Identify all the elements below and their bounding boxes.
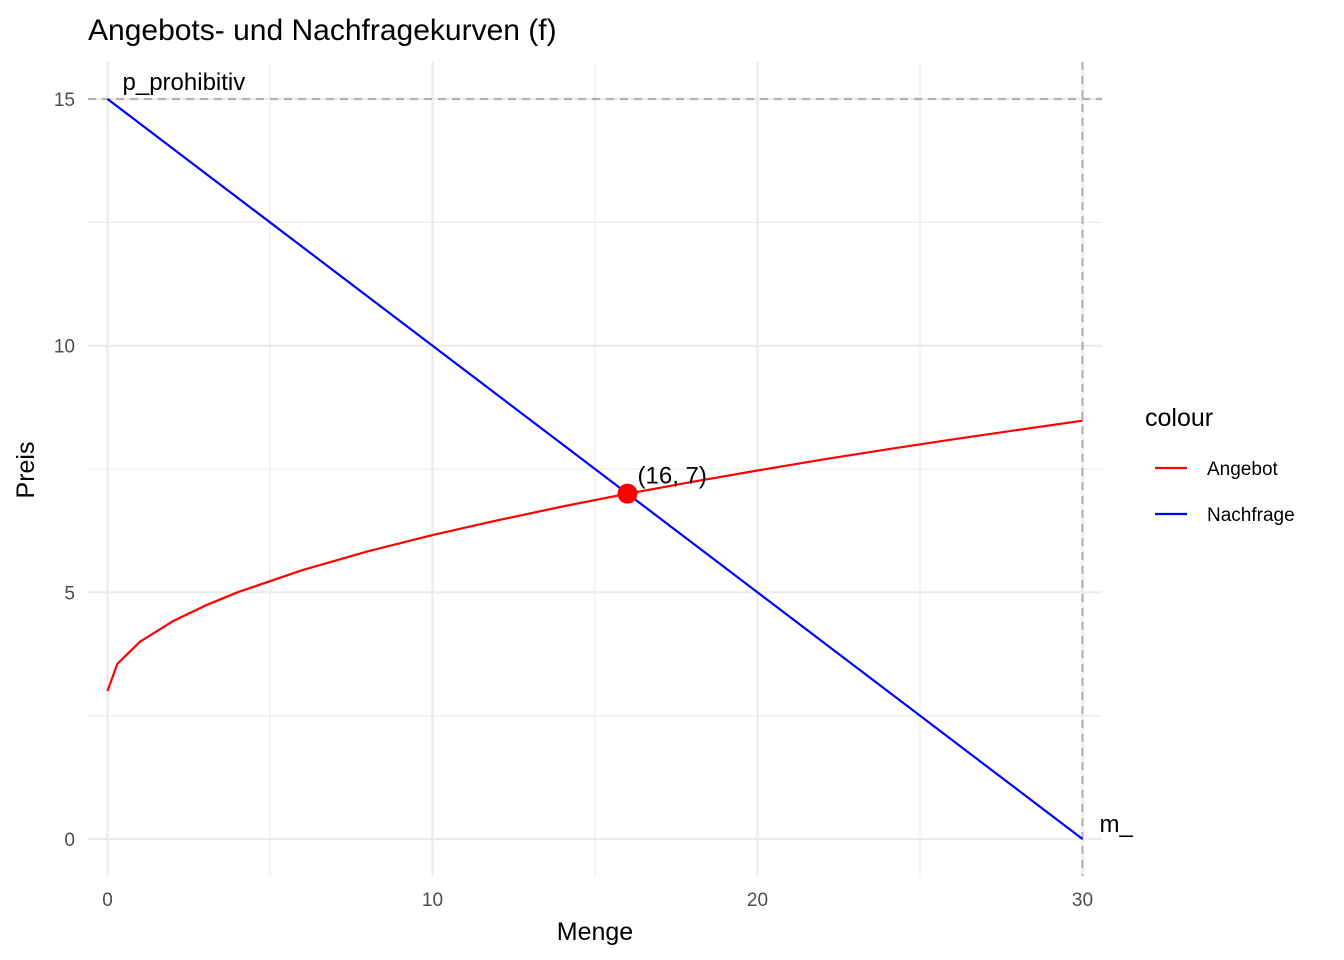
equilibrium-layer: (16, 7) bbox=[617, 463, 707, 504]
y-tick-label: 0 bbox=[64, 830, 75, 851]
x-axis-title: Menge bbox=[557, 918, 633, 946]
legend-label-angebot: Angebot bbox=[1207, 459, 1279, 480]
reference-label-horizontal: p_prohibitiv bbox=[123, 69, 246, 96]
legend: colour Angebot Nachfrage bbox=[1145, 404, 1295, 526]
chart-title: Angebots- und Nachfragekurven (f) bbox=[88, 14, 557, 47]
y-tick-label: 10 bbox=[54, 337, 75, 358]
x-tick-label: 30 bbox=[1072, 890, 1093, 911]
tick-labels: 0 10 20 30 0 5 10 15 bbox=[54, 90, 1093, 911]
x-tick-label: 10 bbox=[422, 890, 443, 911]
legend-title: colour bbox=[1145, 404, 1213, 432]
reference-lines: p_prohibitiv m_ bbox=[88, 62, 1133, 876]
y-axis-title: Preis bbox=[12, 442, 40, 499]
equilibrium-label: (16, 7) bbox=[638, 463, 707, 490]
equilibrium-point bbox=[617, 483, 638, 504]
x-tick-label: 0 bbox=[102, 890, 113, 911]
y-tick-label: 5 bbox=[64, 583, 75, 604]
y-tick-label: 15 bbox=[54, 90, 75, 111]
series-line-nachfrage bbox=[106, 98, 1084, 840]
reference-label-vertical: m_ bbox=[1100, 811, 1134, 838]
series-line-angebot bbox=[106, 419, 1083, 692]
series-lines bbox=[106, 98, 1084, 840]
x-tick-label: 20 bbox=[747, 890, 768, 911]
legend-label-nachfrage: Nachfrage bbox=[1207, 505, 1295, 526]
